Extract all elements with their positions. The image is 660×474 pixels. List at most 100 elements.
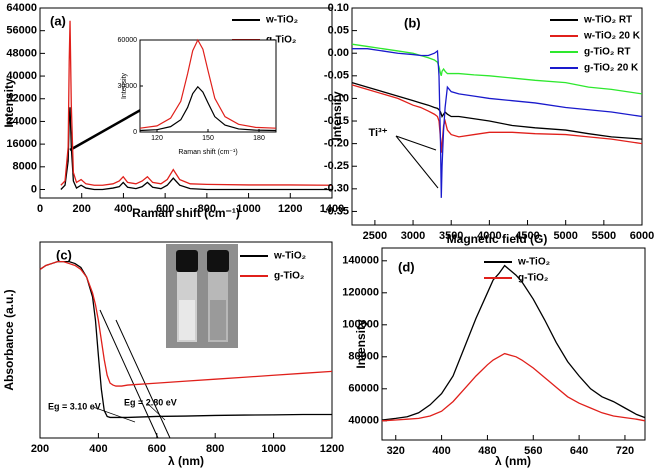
x-tick-label: 560 [524,445,542,457]
legend-label: w-TiO₂ [517,257,550,268]
x-tick-label: 3000 [401,230,425,242]
x-tick-label: 150 [202,135,214,142]
annotation: Ti³⁺ [368,127,387,139]
y-tick-label: 0.00 [328,47,349,59]
y-tick-label: 16000 [6,138,37,150]
x-tick-label: 0 [37,203,43,215]
x-axis-label: Raman shift (cm⁻¹) [178,149,237,156]
y-tick-label: 80000 [348,351,379,363]
panel-label: (a) [50,13,66,28]
y-tick-label: 60000 [348,383,379,395]
x-tick-label: 480 [478,445,496,457]
plot-frame [39,7,333,199]
y-tick-label: 40000 [6,70,37,82]
y-axis-label: Intensity [330,91,344,141]
plot-frame [39,241,333,439]
series-line [351,43,643,95]
x-tick-label: 400 [432,445,450,457]
x-tick-label: 2500 [363,230,387,242]
x-tick-label: 5500 [592,230,616,242]
arrow [395,135,439,189]
x-tick-label: 400 [89,443,107,455]
series-line [139,85,277,132]
x-tick-label: 3500 [439,230,463,242]
y-tick-label: 0.05 [328,25,349,37]
series-line [139,38,277,129]
x-tick-label: 400 [114,203,132,215]
series-line [381,352,646,422]
x-tick-label: 800 [198,203,216,215]
x-axis-label: λ (nm) [168,454,204,468]
y-tick-label: 0 [31,183,37,195]
x-tick-label: 320 [387,445,405,457]
y-tick-label: -0.05 [324,70,349,82]
y-axis-label: Absorbance (a.u.) [2,289,16,390]
y-tick-label: 56000 [6,25,37,37]
x-tick-label: 720 [616,445,634,457]
x-tick-label: 6000 [630,230,654,242]
x-tick-label: 600 [156,203,174,215]
y-tick-label: -0.30 [324,183,349,195]
x-axis-label: λ (nm) [495,454,531,468]
legend-label: w-TiO₂ [273,251,306,262]
x-tick-label: 5000 [553,230,577,242]
legend-label: g-TiO₂ [518,273,548,284]
y-tick-label: 100000 [342,319,379,331]
y-tick-label: 120000 [342,287,379,299]
legend-label: g-TiO₂ [274,271,304,282]
series-line [60,107,332,191]
x-tick-label: 180 [253,135,265,142]
x-tick-label: 1400 [320,203,344,215]
panel-label: (c) [56,247,72,262]
panel-label: (d) [398,259,415,274]
series-line [351,81,643,140]
y-tick-label: 64000 [6,2,37,14]
annotation: Eg = 2.80 eV [124,397,177,407]
x-tick-label: 120 [151,135,163,142]
y-tick-label: -0.10 [324,92,349,104]
series-line [381,264,646,421]
legend-label: w-TiO₂ RT [583,15,632,26]
x-tick-label: 1000 [261,443,285,455]
y-axis-label: Intensity [2,78,16,128]
y-axis-label: Intensity [121,72,128,99]
y-tick-label: 0.10 [328,2,349,14]
y-tick-label: 24000 [6,115,37,127]
legend-label: w-TiO₂ [265,15,298,26]
y-tick-label: 140000 [342,255,379,267]
y-tick-label: 0 [133,129,137,136]
panel-label: (b) [404,15,421,30]
legend-label: w-TiO₂ 20 K [583,31,641,42]
x-tick-label: 600 [148,443,166,455]
legend-label: g-TiO₂ [266,35,296,46]
y-tick-label: -0.35 [324,205,349,217]
x-tick-label: 200 [73,203,91,215]
series-line [60,20,333,186]
x-axis-label: Magnetic field (G) [447,232,548,246]
x-axis-label: Raman shift (cm⁻¹) [132,206,240,220]
vial-photo [166,244,238,348]
y-tick-label: -0.20 [324,138,349,150]
x-tick-label: 4000 [477,230,501,242]
annotation: Eg = 3.10 eV [48,401,101,411]
legend-label: g-TiO₂ 20 K [584,63,639,74]
series-line [39,260,333,387]
y-tick-label: -0.15 [324,115,349,127]
y-tick-label: 48000 [6,47,37,59]
x-tick-label: 4500 [515,230,539,242]
legend-label: g-TiO₂ RT [584,47,630,58]
x-tick-label: 640 [570,445,588,457]
y-tick-label: 40000 [348,415,379,427]
y-tick-label: -0.25 [324,160,349,172]
y-tick-label: 60000 [118,37,138,44]
y-tick-label: 8000 [13,161,37,173]
y-axis-label: Intensity [354,319,368,369]
plot-frame [139,39,277,133]
tangent-line [92,309,171,439]
x-tick-label: 1200 [320,443,344,455]
plot-frame [381,247,646,441]
x-tick-label: 800 [206,443,224,455]
series-line [352,48,643,198]
x-tick-label: 1000 [236,203,260,215]
